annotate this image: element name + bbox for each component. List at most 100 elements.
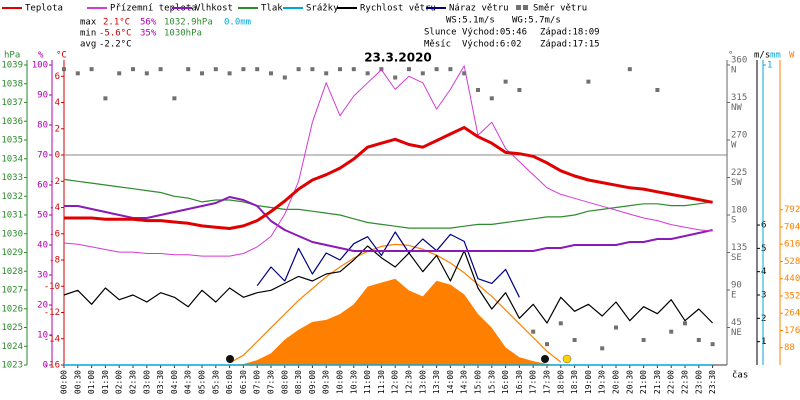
direction-point (144, 71, 149, 76)
y-tick-label: -4 (49, 203, 60, 213)
x-tick-label: 13:30 (432, 370, 441, 394)
direction-point (89, 67, 94, 72)
x-tick-label: 02:30 (129, 370, 138, 394)
stat-pres: 1030hPa (164, 29, 202, 39)
x-tick-label: 05:00 (198, 370, 207, 394)
direction-point (614, 325, 618, 330)
x-tick-label: 14:00 (446, 370, 455, 394)
legend-label: Přízemní teplota (110, 4, 197, 14)
y-tick-label: 70 (37, 151, 48, 161)
x-tick-label: 04:00 (170, 370, 179, 394)
x-tick-label: 08:00 (280, 370, 289, 394)
x-axis-label: čas (732, 370, 748, 381)
y-tick-label: 270 (731, 131, 747, 141)
direction-point (310, 67, 315, 72)
x-tick-label: 04:30 (184, 370, 193, 394)
direction-point (158, 67, 163, 72)
y-tick-label: 90 (37, 91, 48, 101)
x-tick-label: 03:00 (142, 370, 151, 394)
direction-point (627, 67, 632, 72)
direction-point (586, 79, 591, 84)
direction-point (420, 71, 425, 76)
axis-unit: % (38, 51, 44, 61)
y-tick-label: 100 (32, 61, 48, 71)
direction-point (489, 96, 494, 101)
stat-rain: 0.0mm (224, 18, 251, 28)
moon-label: Měsíc (424, 40, 451, 50)
y-tick-label: 360 (731, 56, 747, 66)
y-tick-label: N (731, 66, 736, 76)
direction-point (282, 75, 287, 80)
y-tick-label: 1024 (1, 342, 23, 352)
x-tick-label: 20:00 (612, 370, 621, 394)
direction-point (669, 329, 674, 334)
y-tick-label: 50 (37, 211, 48, 221)
y-tick-label: 6 (761, 221, 766, 231)
legend-swatch (516, 5, 521, 10)
axis-unit: °C (56, 51, 67, 61)
direction-point (213, 67, 218, 72)
x-tick-label: 00:30 (73, 370, 82, 394)
x-tick-label: 16:00 (501, 370, 510, 394)
y-tick-label: 1034 (1, 154, 23, 164)
x-tick-label: 22:30 (681, 370, 690, 394)
direction-point (476, 88, 480, 92)
y-tick-label: 4 (761, 267, 766, 277)
direction-point (407, 67, 411, 72)
x-tick-label: 00:00 (60, 370, 69, 394)
x-tick-label: 14:30 (460, 370, 469, 394)
direction-point (227, 71, 232, 76)
direction-point (62, 67, 66, 72)
y-tick-label: 528 (784, 257, 800, 267)
x-tick-label: 12:30 (405, 370, 414, 394)
x-tick-label: 06:00 (225, 370, 234, 394)
axis-unit: ° (728, 51, 733, 61)
x-tick-label: 15:00 (474, 370, 483, 394)
y-tick-label: 1031 (1, 211, 23, 221)
y-tick-label: 30 (37, 271, 48, 281)
direction-point (531, 329, 536, 334)
y-tick-label: SE (731, 253, 742, 263)
direction-point (696, 338, 701, 342)
direction-point (572, 338, 577, 342)
legend-swatch (523, 5, 528, 10)
axis-unit: W (789, 51, 795, 61)
direction-point (558, 321, 563, 326)
y-tick-label: 1033 (1, 173, 23, 183)
stat-wind-gust: WG:5.7m/s (512, 16, 561, 26)
y-tick-label: 90 (731, 281, 742, 291)
direction-point (186, 67, 191, 72)
stat-label: min (80, 29, 96, 39)
y-tick-label: 0 (55, 151, 60, 161)
x-tick-label: 23:00 (694, 370, 703, 394)
y-tick-label: 1039 (1, 61, 23, 71)
y-tick-label: 180 (731, 206, 747, 216)
direction-point (503, 79, 508, 84)
y-tick-label: SW (731, 178, 742, 188)
plot-area: hPa1023102410251026102710281029103010311… (1, 51, 800, 395)
direction-point (241, 67, 246, 72)
x-tick-label: 01:00 (87, 370, 96, 394)
y-tick-label: -10 (44, 282, 60, 292)
y-tick-label: NE (731, 328, 742, 338)
axis-unit: hPa (4, 51, 20, 61)
y-tick-label: 1028 (1, 267, 23, 277)
y-tick-label: 1037 (1, 98, 23, 108)
y-tick-label: S (731, 216, 736, 226)
direction-point (517, 88, 522, 92)
astro-markers (226, 354, 572, 364)
x-tick-label: 18:30 (570, 370, 579, 394)
x-tick-label: 08:30 (294, 370, 303, 394)
x-tick-label: 22:00 (667, 370, 676, 394)
direction-point (545, 342, 549, 347)
direction-point (324, 71, 329, 76)
x-tick-label: 11:30 (377, 370, 386, 394)
x-tick-label: 17:30 (543, 370, 552, 394)
stat-pres: 1032.9hPa (164, 18, 213, 28)
direction-point (351, 67, 356, 72)
y-tick-label: 704 (784, 222, 800, 232)
stat-hum: 56% (140, 18, 157, 28)
direction-point (103, 96, 108, 101)
